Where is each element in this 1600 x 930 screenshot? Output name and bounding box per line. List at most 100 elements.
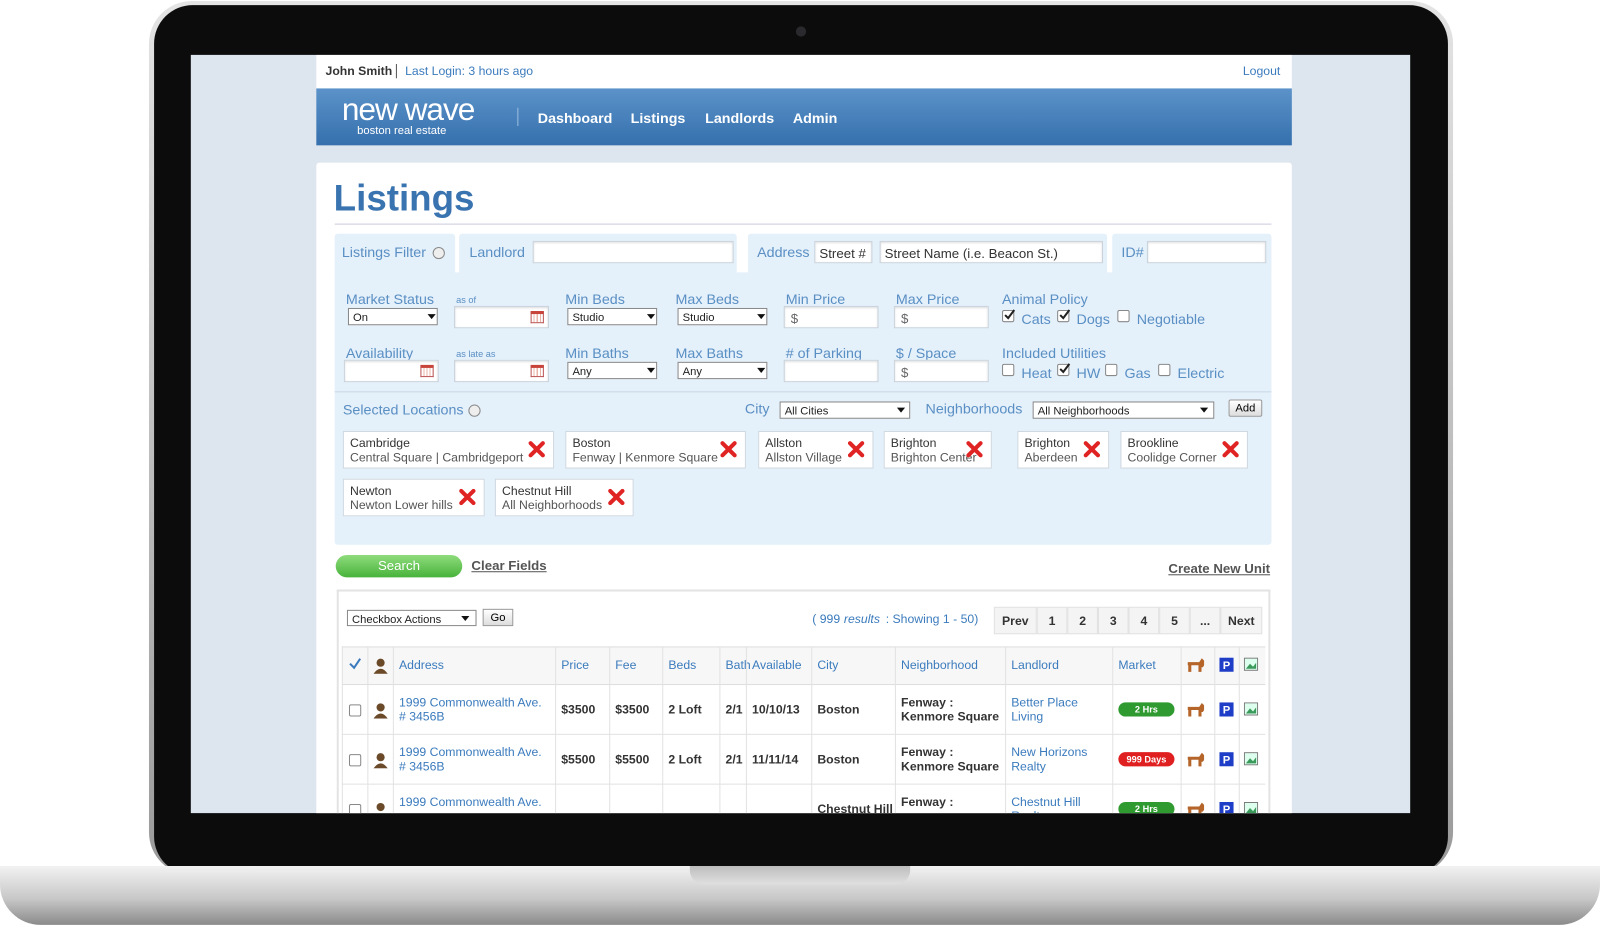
select-all-icon[interactable] — [349, 658, 362, 670]
person-icon[interactable] — [372, 702, 388, 719]
parking-icon[interactable]: P — [1219, 752, 1235, 768]
landlord-input[interactable] — [532, 240, 734, 264]
text-input[interactable]: $ — [893, 305, 989, 329]
calendar-icon[interactable] — [530, 364, 544, 378]
nav-link[interactable]: Admin — [792, 109, 838, 127]
select[interactable]: Studio — [677, 307, 768, 326]
photo-icon[interactable] — [1243, 801, 1260, 814]
dog-icon[interactable] — [1186, 658, 1207, 674]
remove-icon[interactable] — [720, 441, 737, 458]
remove-icon[interactable] — [528, 441, 545, 458]
dog-icon[interactable] — [1186, 702, 1207, 718]
select[interactable]: Any — [567, 361, 658, 380]
photo-icon[interactable] — [1243, 752, 1260, 768]
date-input[interactable] — [343, 359, 439, 383]
pager-button[interactable]: Prev — [993, 606, 1037, 635]
nav-link[interactable]: Listings — [630, 109, 686, 127]
person-icon[interactable] — [372, 658, 388, 674]
pager-button[interactable]: ... — [1189, 606, 1221, 635]
select[interactable]: Any — [677, 361, 768, 380]
add-button[interactable]: Add — [1228, 399, 1263, 417]
row-link[interactable]: Chestnut Hill Realty — [1011, 794, 1081, 813]
photo-icon[interactable] — [1243, 657, 1260, 674]
row-cell: Boston — [817, 702, 860, 717]
photo-icon[interactable] — [1243, 702, 1260, 718]
column-header[interactable]: Fee — [615, 657, 637, 672]
logout-link[interactable]: Logout — [1242, 64, 1281, 79]
street-name-input[interactable]: Street Name (i.e. Beacon St.) — [879, 240, 1104, 264]
calendar-icon[interactable] — [420, 364, 434, 378]
address-label: Address — [757, 243, 810, 261]
text-input[interactable]: $ — [783, 305, 879, 329]
nav-link[interactable]: Landlords — [705, 109, 775, 127]
column-header[interactable]: Neighborhood — [901, 657, 978, 672]
column-header[interactable]: Landlord — [1011, 657, 1059, 672]
checkbox[interactable] — [348, 803, 362, 814]
remove-icon[interactable] — [608, 488, 625, 506]
pager-button[interactable]: 3 — [1097, 606, 1129, 635]
checkbox[interactable] — [1158, 363, 1171, 377]
pager-button[interactable]: 5 — [1159, 606, 1190, 635]
column-header[interactable]: Market — [1118, 657, 1156, 672]
column-header[interactable]: City — [817, 657, 839, 672]
create-unit-link[interactable]: Create New Unit — [1168, 561, 1271, 577]
search-button[interactable]: Search — [335, 554, 463, 578]
text-input[interactable] — [783, 359, 879, 383]
column-header[interactable]: Address — [398, 657, 444, 672]
pager-button[interactable]: 2 — [1067, 606, 1098, 635]
remove-icon[interactable] — [459, 488, 476, 506]
row-link[interactable]: Better Place Living — [1011, 695, 1078, 724]
market-badge: 2 Hrs — [1118, 702, 1175, 717]
checkbox[interactable] — [1105, 363, 1118, 377]
filter-tab-label[interactable]: Listings Filter — [341, 243, 426, 261]
checkbox[interactable] — [1057, 309, 1071, 323]
parking-icon[interactable]: P — [1219, 801, 1235, 814]
nav-link[interactable]: Dashboard — [537, 109, 613, 127]
column-header[interactable]: Available — [752, 657, 802, 672]
location-chip — [342, 430, 555, 469]
checkbox[interactable] — [348, 754, 362, 767]
checkbox[interactable] — [1002, 363, 1015, 377]
date-input[interactable] — [454, 305, 549, 329]
remove-icon[interactable] — [1222, 441, 1239, 458]
column-header[interactable]: Price — [561, 657, 590, 672]
pager-button[interactable]: 1 — [1036, 606, 1068, 635]
dropdown-arrow[interactable] — [432, 246, 445, 260]
row-link[interactable]: 1999 Commonwealth Ave. # 3456B — [398, 745, 542, 774]
remove-icon[interactable] — [1083, 441, 1100, 458]
checkbox[interactable] — [1002, 309, 1016, 323]
date-input[interactable] — [454, 359, 549, 383]
checkbox[interactable] — [1057, 363, 1071, 377]
calendar-icon[interactable] — [530, 311, 544, 324]
row-link[interactable]: 1999 Commonwealth Ave. — [398, 794, 542, 810]
text-input[interactable]: $ — [893, 359, 989, 383]
bulk-select[interactable]: Checkbox Actions — [346, 609, 477, 627]
parking-icon[interactable]: P — [1219, 657, 1235, 674]
column-header[interactable]: Beds — [668, 657, 697, 672]
go-button[interactable]: Go — [482, 608, 514, 627]
street-no-input[interactable]: Street # — [814, 240, 873, 264]
select[interactable]: Studio — [567, 307, 658, 326]
dropdown-arrow[interactable] — [468, 404, 481, 417]
checkbox[interactable] — [348, 704, 362, 717]
pager-button[interactable]: Next — [1220, 606, 1263, 635]
parking-icon[interactable]: P — [1219, 702, 1235, 718]
city-select[interactable]: All Cities — [779, 401, 911, 419]
pager-button[interactable]: 4 — [1128, 606, 1160, 635]
dog-icon[interactable] — [1186, 752, 1207, 768]
column-header[interactable]: Bath — [725, 657, 751, 672]
row-link[interactable]: New Horizons Realty — [1011, 745, 1088, 774]
checkbox[interactable] — [1117, 310, 1130, 323]
row-link[interactable]: 1999 Commonwealth Ave. # 3456B — [398, 695, 542, 724]
remove-icon[interactable] — [847, 441, 865, 458]
person-icon[interactable] — [372, 752, 388, 769]
remove-x — [1083, 441, 1100, 458]
select[interactable]: On — [347, 307, 438, 326]
neighborhoods-select[interactable]: All Neighborhoods — [1032, 401, 1215, 419]
id-input[interactable] — [1146, 240, 1267, 264]
dog-icon[interactable] — [1186, 802, 1207, 814]
person-icon[interactable] — [372, 802, 388, 813]
remove-icon[interactable] — [966, 441, 983, 458]
clear-fields-link[interactable]: Clear Fields — [471, 558, 547, 574]
